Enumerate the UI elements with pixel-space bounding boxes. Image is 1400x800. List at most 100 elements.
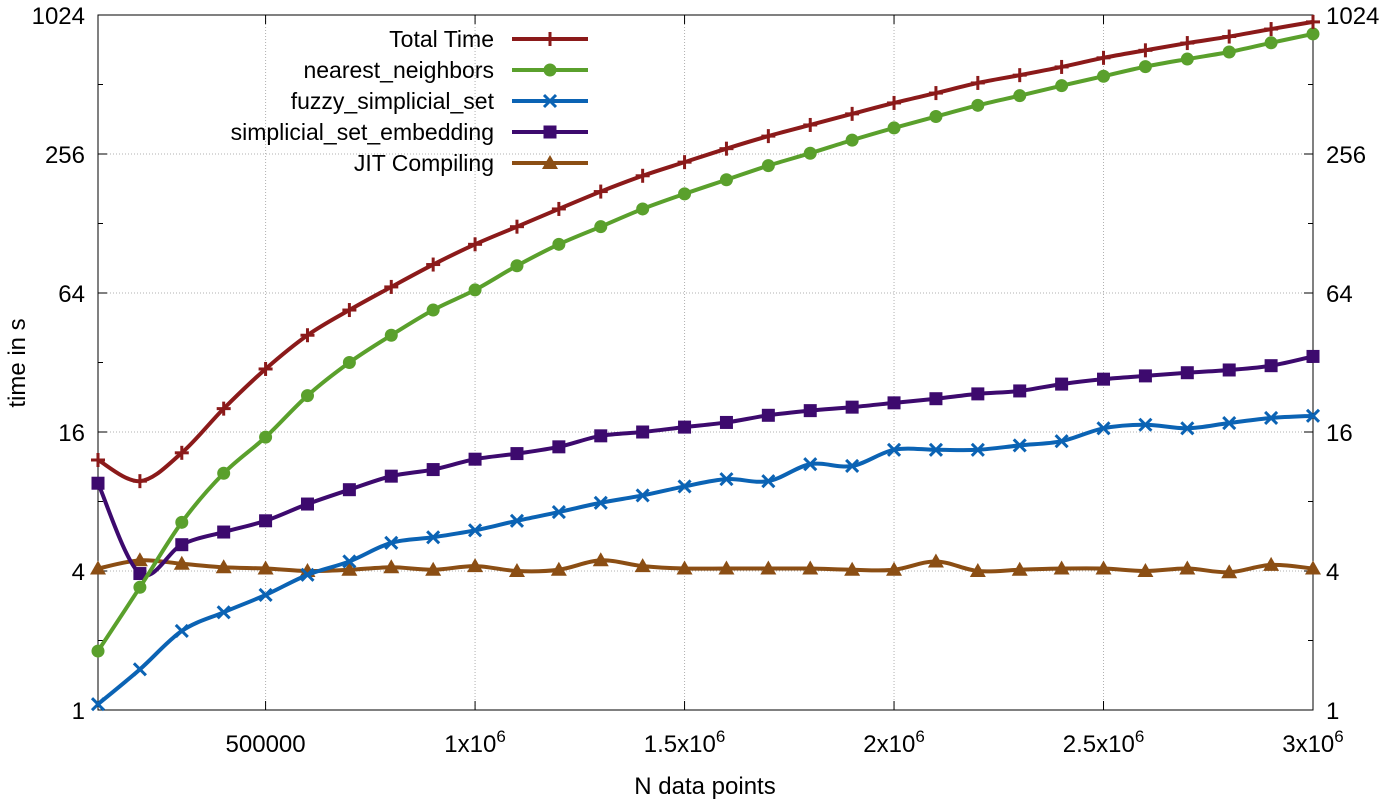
data-point-total-time xyxy=(1222,29,1237,44)
data-point-total-time xyxy=(509,219,524,234)
data-point-total-time xyxy=(1264,22,1279,37)
data-point-jit-compiling xyxy=(131,552,148,567)
data-point-jit-compiling xyxy=(634,558,651,573)
data-point-nearest-neighbors xyxy=(678,187,692,201)
y-tick-label-left: 64 xyxy=(58,281,85,308)
data-point-nearest-neighbors xyxy=(510,259,524,273)
x-tick-mantissa: 2x10 xyxy=(863,731,915,758)
legend-item-simplicial-set-embedding: simplicial_set_embedding xyxy=(231,119,588,145)
data-point-nearest-neighbors xyxy=(1180,52,1194,66)
data-point-fuzzy-simplicial-set xyxy=(845,458,860,474)
x-tick-exponent: 6 xyxy=(1334,727,1343,746)
data-point-nearest-neighbors xyxy=(217,466,231,480)
data-point-fuzzy-simplicial-set xyxy=(1180,421,1195,436)
series-layer xyxy=(90,14,1321,712)
data-point-total-time xyxy=(845,106,860,121)
data-point-fuzzy-simplicial-set xyxy=(886,442,902,457)
data-point-simplicial-set-embedding xyxy=(342,483,356,497)
x-tick-label: 500000 xyxy=(226,731,306,758)
data-point-simplicial-set-embedding xyxy=(1180,366,1194,380)
data-point-simplicial-set-embedding xyxy=(1055,377,1069,391)
data-point-fuzzy-simplicial-set xyxy=(300,567,315,582)
data-point-simplicial-set-embedding xyxy=(929,392,943,406)
data-point-fuzzy-simplicial-set xyxy=(216,605,231,620)
series-line-simplicial-set-embedding xyxy=(96,354,1314,578)
y-tick-label-left: 4 xyxy=(72,559,85,586)
legend: Total Time nearest_neighbors fuzzy_simplic… xyxy=(231,26,588,176)
data-point-nearest-neighbors xyxy=(887,121,901,135)
data-point-total-time xyxy=(1012,68,1027,83)
data-point-fuzzy-simplicial-set xyxy=(384,535,399,550)
data-point-jit-compiling xyxy=(676,560,693,575)
data-point-nearest-neighbors xyxy=(175,515,189,529)
data-point-fuzzy-simplicial-set xyxy=(551,505,566,520)
data-point-jit-compiling xyxy=(760,560,777,575)
y-tick-label-left: 256 xyxy=(45,142,85,169)
data-point-simplicial-set-embedding xyxy=(468,452,482,466)
data-point-nearest-neighbors xyxy=(468,283,482,297)
data-point-fuzzy-simplicial-set xyxy=(677,479,692,494)
data-point-total-time xyxy=(1306,14,1320,29)
data-point-nearest-neighbors xyxy=(1306,27,1320,41)
data-point-jit-compiling xyxy=(718,560,735,575)
y-tick-label-right: 1 xyxy=(1326,698,1339,725)
data-point-simplicial-set-embedding xyxy=(971,387,985,401)
data-point-nearest-neighbors xyxy=(384,328,398,342)
data-point-total-time xyxy=(174,445,189,460)
data-point-simplicial-set-embedding xyxy=(384,469,398,483)
series-jit-compiling xyxy=(90,552,1321,579)
data-point-jit-compiling xyxy=(173,555,190,570)
data-point-simplicial-set-embedding xyxy=(594,429,608,443)
data-point-jit-compiling xyxy=(383,559,400,574)
x-tick-mantissa: 500000 xyxy=(226,731,306,758)
data-point-total-time xyxy=(132,474,147,489)
legend-marker-simplicial-set-embedding xyxy=(543,125,557,139)
data-point-nearest-neighbors xyxy=(803,146,817,160)
data-point-nearest-neighbors xyxy=(426,303,440,317)
y-tick-label-right: 1024 xyxy=(1326,3,1379,30)
data-point-total-time xyxy=(1138,43,1153,58)
legend-marker-fuzzy-simplicial-set xyxy=(542,93,558,109)
y-tick-label-right: 256 xyxy=(1326,142,1366,169)
data-point-total-time xyxy=(551,201,566,216)
data-point-fuzzy-simplicial-set xyxy=(468,523,483,538)
data-point-fuzzy-simplicial-set xyxy=(761,474,776,489)
data-point-jit-compiling xyxy=(550,561,567,576)
legend-marker-nearest-neighbors xyxy=(543,63,557,77)
data-point-fuzzy-simplicial-set xyxy=(1096,421,1111,436)
x-tick-exponent: 6 xyxy=(1135,727,1144,746)
data-point-fuzzy-simplicial-set xyxy=(803,457,818,472)
x-axis-title: N data points xyxy=(634,773,775,800)
data-point-jit-compiling xyxy=(886,561,903,576)
data-point-total-time xyxy=(300,328,315,343)
y-tick-label-right: 16 xyxy=(1326,420,1353,447)
legend-label: simplicial_set_embedding xyxy=(231,119,494,145)
data-point-simplicial-set-embedding xyxy=(1138,369,1152,383)
data-point-fuzzy-simplicial-set xyxy=(132,662,147,677)
data-point-fuzzy-simplicial-set xyxy=(509,513,525,528)
data-point-jit-compiling xyxy=(1011,561,1028,576)
data-point-nearest-neighbors xyxy=(552,237,566,251)
x-tick-mantissa: 3x10 xyxy=(1282,731,1334,758)
x-tick-exponent: 6 xyxy=(716,727,725,746)
data-point-simplicial-set-embedding xyxy=(175,538,189,552)
data-point-total-time xyxy=(970,75,985,90)
data-point-simplicial-set-embedding xyxy=(217,525,231,539)
data-point-jit-compiling xyxy=(215,559,232,574)
data-point-jit-compiling xyxy=(1137,563,1154,577)
series-line-fuzzy-simplicial-set xyxy=(96,413,1314,706)
series-nearest-neighbors xyxy=(91,27,1320,658)
data-point-total-time xyxy=(761,129,776,144)
data-point-jit-compiling xyxy=(467,558,484,573)
data-point-nearest-neighbors xyxy=(761,159,775,173)
data-point-simplicial-set-embedding xyxy=(426,463,440,477)
y-tick-label-left: 1 xyxy=(72,698,85,725)
data-point-jit-compiling xyxy=(844,561,861,576)
data-point-simplicial-set-embedding xyxy=(300,497,314,511)
series-total-time xyxy=(91,14,1320,489)
data-point-nearest-neighbors xyxy=(259,430,273,444)
data-point-fuzzy-simplicial-set xyxy=(342,554,357,569)
data-point-simplicial-set-embedding xyxy=(552,440,566,454)
